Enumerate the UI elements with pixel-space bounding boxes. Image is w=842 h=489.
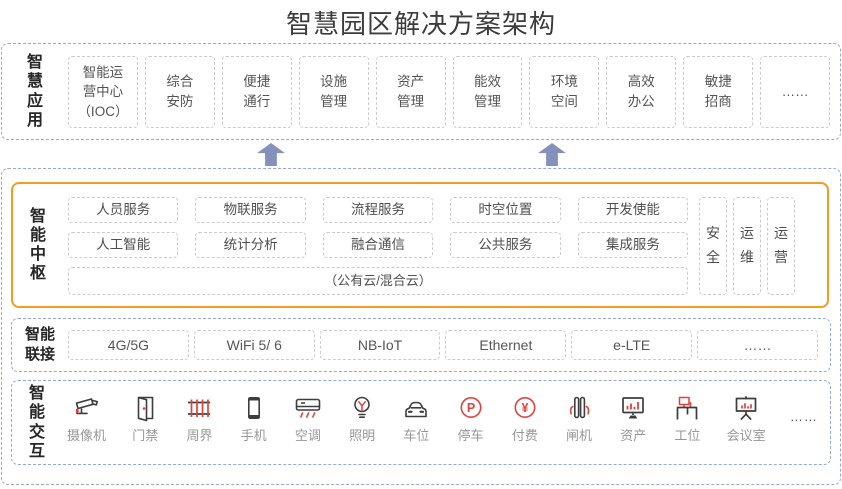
device-workstation: 工位 <box>672 394 702 444</box>
layer-label-smart-hub: 智能中枢 <box>29 207 46 283</box>
device-phone: 手机 <box>239 394 269 444</box>
hub-service-grid: 人员服务 物联服务 流程服务 时空位置 开发使能 人工智能 统计分析 融合通信 … <box>68 197 689 295</box>
device-asset: 资产 <box>618 394 648 444</box>
camera-icon <box>75 398 98 415</box>
svg-text:¥: ¥ <box>521 401 528 415</box>
app-box-facility: 设施 管理 <box>298 56 369 128</box>
device-label: 照明 <box>349 428 376 443</box>
hub-box-unified-comms: 融合通信 <box>322 232 434 258</box>
parking-icon: P <box>460 397 482 418</box>
device-perimeter: 周界 <box>184 394 214 444</box>
hub-box-personnel-service: 人员服务 <box>68 197 179 223</box>
hub-box-iot-service: 物联服务 <box>195 197 306 223</box>
perimeter-fence-icon <box>188 399 211 417</box>
net-box-4g5g: 4G/5G <box>68 330 189 360</box>
up-arrow-icon <box>538 143 566 166</box>
payment-icon: ¥ <box>514 397 536 418</box>
air-conditioner-icon <box>295 398 321 418</box>
svg-text:P: P <box>466 401 474 415</box>
device-label: 会议室 <box>726 428 766 443</box>
layer-label-smart-interaction: 智能交互 <box>28 385 45 460</box>
pillar-security: 安全 <box>699 197 727 295</box>
layer-label-zone: 智慧应用 <box>2 44 68 139</box>
light-bulb-icon <box>354 396 370 418</box>
device-label: 车位 <box>403 428 430 443</box>
pillar-operations-maintenance: 运维 <box>733 197 761 295</box>
device-label: 周界 <box>186 428 213 443</box>
layer-label-zone: 智能中枢 <box>13 184 63 306</box>
turnstile-icon <box>569 396 590 419</box>
hub-pillars: 安全 运维 运营 <box>699 197 795 295</box>
device-parking: P 停车 <box>456 394 486 444</box>
layer-smart-hub: 智能中枢 人员服务 物联服务 流程服务 时空位置 开发使能 人工智能 统计分析 … <box>11 182 829 308</box>
device-label: 付费 <box>511 428 538 443</box>
device-air-conditioner: 空调 <box>293 394 323 444</box>
workstation-icon <box>677 396 698 420</box>
layer-label-smart-connectivity: 智能 联接 <box>24 325 55 363</box>
network-box-row: 4G/5G WiFi 5/ 6 NB-IoT Ethernet e-LTE …… <box>68 330 818 360</box>
device-label: 停车 <box>457 428 484 443</box>
device-label: 资产 <box>620 428 647 443</box>
layer-label-zone: 智能交互 <box>12 381 62 464</box>
hub-content: 人员服务 物联服务 流程服务 时空位置 开发使能 人工智能 统计分析 融合通信 … <box>63 184 827 306</box>
hub-box-statistics: 统计分析 <box>195 232 306 258</box>
layer-smart-applications: 智慧应用 智能运 营中心 （IOC） 综合 安防 便捷 通行 设施 管理 资产 … <box>1 43 841 140</box>
net-box-nbiot: NB-IoT <box>319 330 441 360</box>
layer-smart-connectivity: 智能 联接 4G/5G WiFi 5/ 6 NB-IoT Ethernet e-… <box>11 318 831 372</box>
layer-label-zone: 智能 联接 <box>12 319 68 371</box>
hub-box-cloud: （公有云/混合云） <box>68 267 688 295</box>
hub-box-process-service: 流程服务 <box>322 197 434 223</box>
net-box-elte: e-LTE <box>571 330 693 360</box>
device-label: 空调 <box>294 428 321 443</box>
hub-box-integration-service: 集成服务 <box>577 232 689 258</box>
app-box-asset: 资产 管理 <box>375 56 446 128</box>
device-label: 闸机 <box>565 428 592 443</box>
pillar-operations: 运营 <box>767 197 795 295</box>
app-box-ioc: 智能运 营中心 （IOC） <box>68 56 138 128</box>
net-box-ellipsis: …… <box>697 330 818 360</box>
device-ellipsis: …… <box>789 409 818 424</box>
application-box-row: 智能运 营中心 （IOC） 综合 安防 便捷 通行 设施 管理 资产 管理 能效… <box>68 56 831 128</box>
device-label: 门禁 <box>132 428 159 443</box>
net-box-ethernet: Ethernet <box>445 330 567 360</box>
diagram-title: 智慧园区解决方案架构 <box>285 9 556 39</box>
device-lighting: 照明 <box>347 394 377 444</box>
hub-box-ai: 人工智能 <box>68 232 179 258</box>
device-row: 摄像机 门禁 周界 <box>62 381 830 464</box>
app-box-leasing: 敏捷 招商 <box>683 56 754 128</box>
device-parking-spot: 车位 <box>401 394 431 444</box>
door-access-icon <box>137 396 154 422</box>
device-label: 手机 <box>240 428 267 443</box>
phone-icon <box>247 397 260 419</box>
hub-box-spacetime-location: 时空位置 <box>450 197 561 223</box>
device-meeting-room: 会议室 <box>727 394 766 444</box>
device-door-access: 门禁 <box>130 394 160 444</box>
app-box-office: 高效 办公 <box>606 56 677 128</box>
meeting-room-icon <box>735 395 757 420</box>
device-turnstile: 闸机 <box>564 394 594 444</box>
device-label: 摄像机 <box>67 428 107 443</box>
hub-box-public-service: 公共服务 <box>450 232 561 258</box>
asset-monitor-icon <box>622 397 645 419</box>
app-box-security: 综合 安防 <box>144 56 215 128</box>
up-arrow-icon <box>257 143 285 166</box>
device-camera: 摄像机 <box>67 394 106 444</box>
app-box-environment: 环境 空间 <box>529 56 600 128</box>
app-box-ellipsis: …… <box>760 56 831 128</box>
hub-service-row: 人员服务 物联服务 流程服务 时空位置 开发使能 <box>68 197 689 223</box>
hub-service-row: 人工智能 统计分析 融合通信 公共服务 集成服务 <box>68 232 689 258</box>
device-payment: ¥ 付费 <box>510 394 540 444</box>
app-box-access: 便捷 通行 <box>221 56 292 128</box>
net-box-wifi: WiFi 5/ 6 <box>193 330 315 360</box>
device-label: 工位 <box>674 428 701 443</box>
car-icon <box>405 401 428 418</box>
layer-label-smart-applications: 智慧应用 <box>26 54 43 129</box>
layer-smart-interaction: 智能交互 摄像机 <box>11 380 831 465</box>
app-box-energy: 能效 管理 <box>452 56 523 128</box>
hub-box-dev-enablement: 开发使能 <box>577 197 689 223</box>
